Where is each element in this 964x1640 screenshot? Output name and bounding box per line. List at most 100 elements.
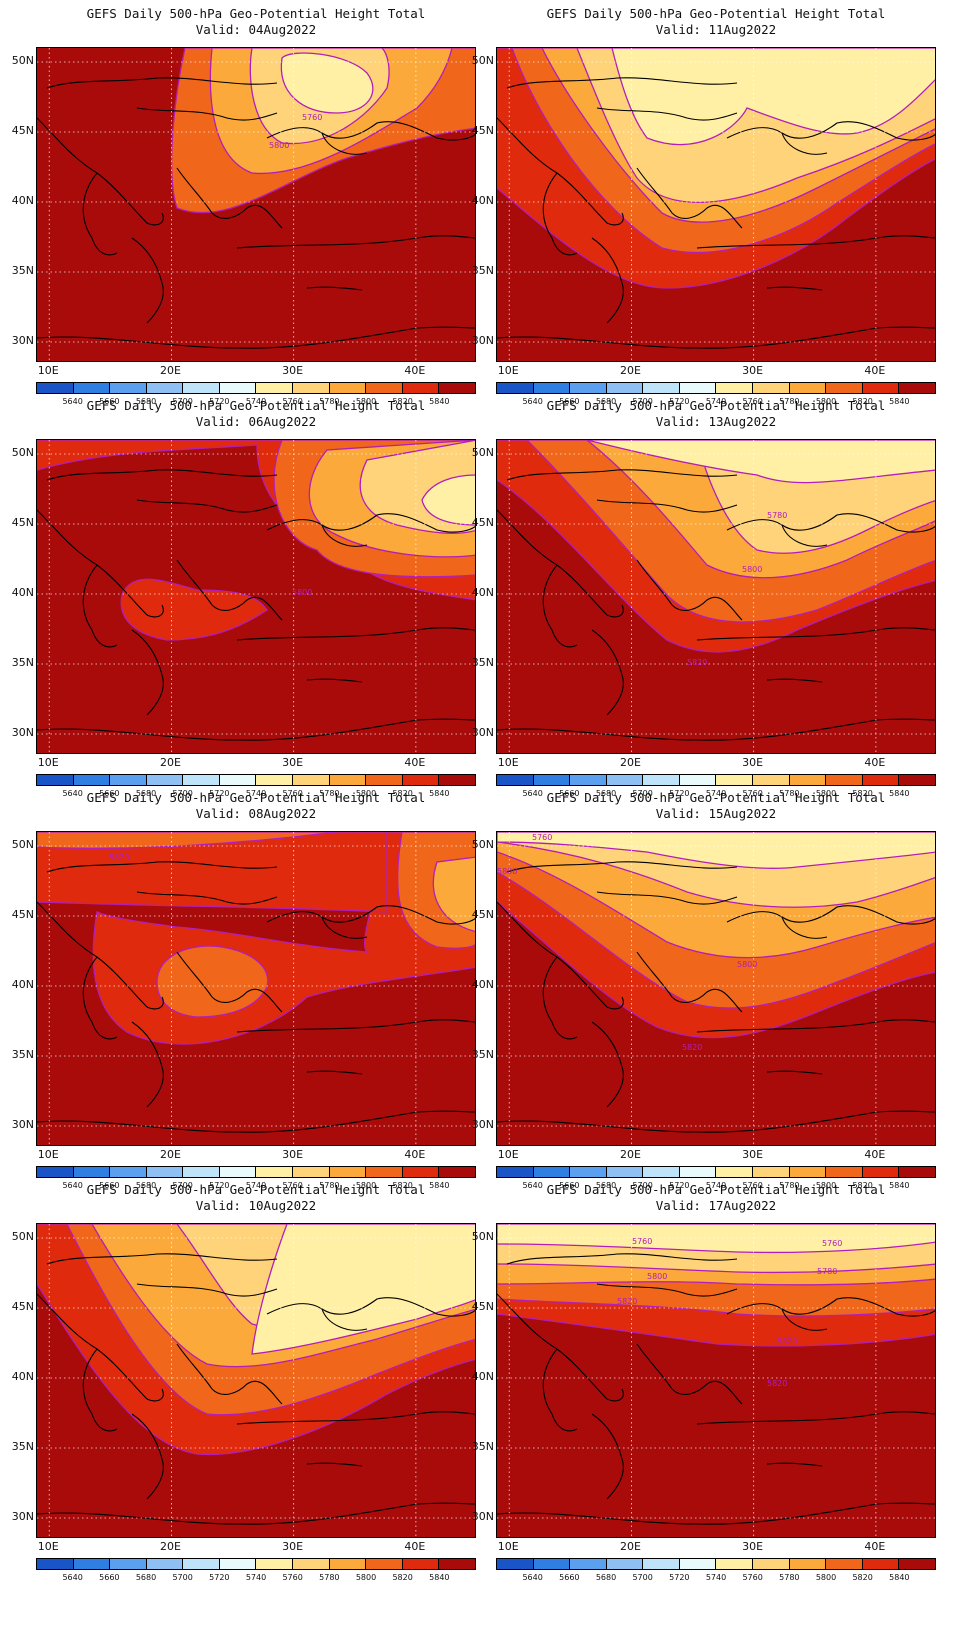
panel-title: GEFS Daily 500-hPa Geo-Potential Height … xyxy=(86,790,426,805)
colorbar-tick-label: 5700 xyxy=(172,1573,193,1582)
colorbar-swatch xyxy=(402,1167,440,1177)
map-area: 5760 5800 xyxy=(36,47,476,362)
colorbar-swatch xyxy=(570,1559,607,1569)
colorbar-swatch xyxy=(570,383,607,393)
map-area: 5760 5760 5780 5800 5820 5820 5820 xyxy=(496,1223,936,1538)
colorbar-tick-label: 5680 xyxy=(135,1181,157,1190)
lon-label: 20E xyxy=(159,1540,181,1553)
contour-label: 5820 xyxy=(687,658,707,667)
coastline xyxy=(497,326,935,349)
coastline xyxy=(306,678,363,683)
height-field-map: 5760 5760 5780 5800 5820 5820 5820 xyxy=(497,1224,935,1537)
colorbar-swatch xyxy=(899,1559,935,1569)
lat-label: 45N xyxy=(471,908,494,921)
coastline xyxy=(726,513,935,533)
colorbar-swatch xyxy=(37,1167,74,1177)
colorbar xyxy=(36,1558,476,1570)
coastline xyxy=(131,1021,164,1108)
colorbar-swatch xyxy=(643,775,680,785)
coastline xyxy=(726,905,935,925)
coastline xyxy=(497,1502,935,1525)
colorbar-tick-label: 5740 xyxy=(245,1181,267,1190)
colorbar-tick-label: 5780 xyxy=(779,1573,800,1582)
colorbar-swatch xyxy=(402,775,440,785)
colorbar-tick-label: 5800 xyxy=(815,397,837,406)
coastline xyxy=(636,1343,743,1405)
colorbar-tick-label: 5740 xyxy=(705,1181,727,1190)
colorbar-tick-label: 5820 xyxy=(852,789,873,798)
colorbar-swatch xyxy=(570,1167,607,1177)
height-band xyxy=(611,48,935,146)
colorbar xyxy=(496,1558,936,1570)
lat-label: 45N xyxy=(11,1300,34,1313)
contour-label: 5760 xyxy=(632,1237,652,1246)
colorbar-swatch xyxy=(899,1167,935,1177)
colorbar-tick-label: 5800 xyxy=(355,397,377,406)
colorbar-tick-label: 5640 xyxy=(522,397,543,406)
coastline xyxy=(696,1019,935,1033)
coastline xyxy=(176,167,283,229)
colorbar-labels: 5640 5660 5680 5700 5720 5740 5760 5780 5800 5820… xyxy=(36,1572,476,1584)
lat-label: 50N xyxy=(471,1230,494,1243)
lon-label: 30E xyxy=(282,1148,304,1161)
colorbar-swatch xyxy=(183,383,220,393)
coastline xyxy=(37,901,164,1010)
colorbar-swatch xyxy=(497,1167,534,1177)
colorbar-tick-label: 5660 xyxy=(559,397,580,406)
height-field-map: 5820 xyxy=(37,832,475,1145)
contour-label: 5780 xyxy=(817,1267,837,1276)
coastline xyxy=(497,1293,624,1402)
colorbar-swatch xyxy=(402,1559,440,1569)
colorbar-tick-label: 5760 xyxy=(282,789,303,798)
coastline xyxy=(766,1462,823,1467)
colorbar-swatch xyxy=(219,383,257,393)
coastline xyxy=(46,1253,278,1265)
lat-label: 50N xyxy=(11,1230,34,1243)
height-field-map: 5760 5800 5800 5820 xyxy=(497,832,935,1145)
height-field-map: 5800 xyxy=(37,440,475,753)
coastline xyxy=(781,1308,828,1331)
lon-label: 30E xyxy=(282,1540,304,1553)
lat-label: 50N xyxy=(471,446,494,459)
coastline xyxy=(506,469,738,481)
colorbar-labels: 5640 5660 5680 5700 5720 5740 5760 5780 5800 5820… xyxy=(496,1180,936,1192)
height-field-map: 5760 5800 xyxy=(37,48,475,361)
colorbar-tick-label: 5680 xyxy=(595,1573,617,1582)
colorbar-tick-label: 5740 xyxy=(245,397,267,406)
colorbar-swatch xyxy=(439,1559,475,1569)
colorbar-swatch xyxy=(716,1559,754,1569)
colorbar-swatch xyxy=(366,775,403,785)
lat-label: 30N xyxy=(471,1118,494,1131)
colorbar-tick-label: 5720 xyxy=(209,789,230,798)
contour-label: 5820 xyxy=(617,1297,637,1306)
coastline xyxy=(82,956,118,1040)
lat-label: 35N xyxy=(11,1440,34,1453)
colorbar-tick-label: 5640 xyxy=(522,789,543,798)
colorbar-swatch xyxy=(862,775,900,785)
coastline xyxy=(37,1502,475,1525)
map-panel: GEFS Daily 500-hPa Geo-Potential Height … xyxy=(460,1176,942,1586)
colorbar-swatch xyxy=(146,1167,184,1177)
colorbar-swatch xyxy=(606,1167,644,1177)
colorbar-swatch xyxy=(899,775,935,785)
colorbar-labels: 5640 5660 5680 5700 5720 5740 5760 5780 5800 5820… xyxy=(36,1180,476,1192)
colorbar-tick-label: 5720 xyxy=(669,789,690,798)
colorbar-swatch xyxy=(826,775,863,785)
colorbar-tick-label: 5700 xyxy=(172,789,193,798)
colorbar-tick-label: 5640 xyxy=(522,1573,543,1582)
lat-label: 30N xyxy=(11,334,34,347)
lat-label: 45N xyxy=(11,124,34,137)
colorbar-tick-label: 5840 xyxy=(429,397,450,406)
lon-label: 40E xyxy=(404,756,426,769)
coastline xyxy=(37,509,164,618)
panel-valid-date: Valid: 06Aug2022 xyxy=(195,414,317,429)
coastline xyxy=(136,499,278,513)
coastline xyxy=(321,1308,368,1331)
coastline xyxy=(236,1019,475,1033)
colorbar-swatch xyxy=(73,1167,111,1177)
coastline xyxy=(82,172,118,256)
colorbar-tick-label: 5840 xyxy=(429,789,450,798)
coastline xyxy=(781,524,828,547)
height-band xyxy=(120,578,268,641)
colorbar-swatch xyxy=(293,1167,330,1177)
